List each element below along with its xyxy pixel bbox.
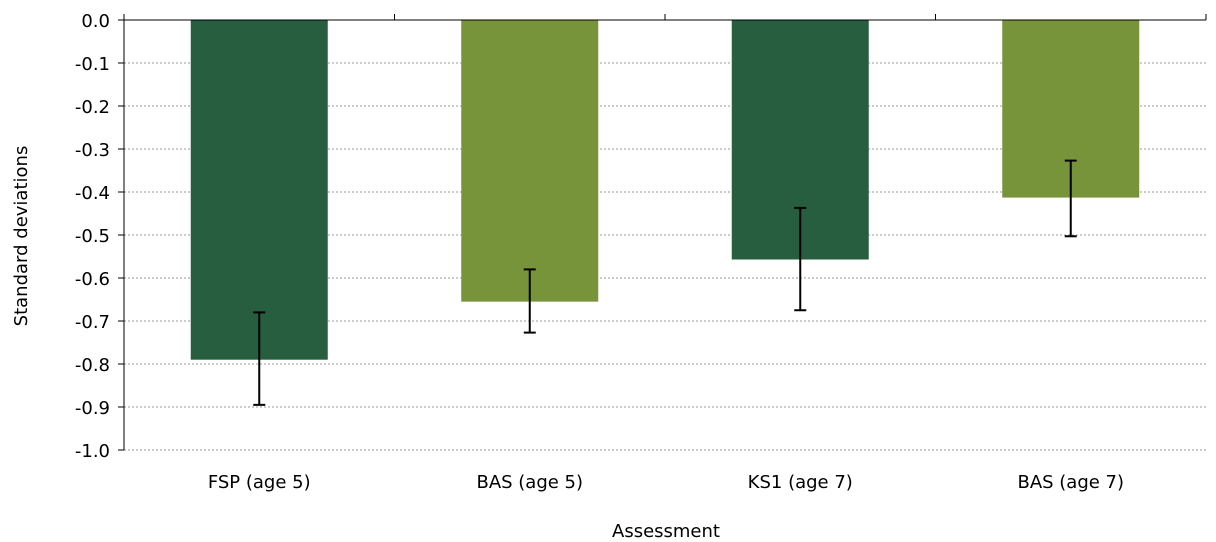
y-tick-labels: 0.0 -0.1 -0.2 -0.3 -0.4 -0.5 -0.6 -0.7 -0.8 -0.9 -… [75, 11, 110, 462]
y-tick-label: -0.1 [75, 54, 110, 75]
y-tick-label: -0.2 [75, 97, 110, 118]
x-tick-label: KS1 (age 7) [748, 472, 853, 493]
y-tick-label: -0.9 [75, 398, 110, 419]
y-tick-label: -1.0 [75, 441, 110, 462]
x-tick-label: BAS (age 5) [476, 472, 583, 493]
y-tick-label: -0.7 [75, 312, 110, 333]
x-tick-label: BAS (age 7) [1017, 472, 1124, 493]
y-tick-label: -0.4 [75, 183, 110, 204]
bar [461, 20, 599, 302]
x-tick-label: FSP (age 5) [208, 472, 311, 493]
y-tick-label: -0.5 [75, 226, 110, 247]
y-tick-label: 0.0 [81, 11, 110, 32]
y-tick-label: -0.3 [75, 140, 110, 161]
y-axis-title: Standard deviations [11, 146, 32, 327]
bars [190, 20, 1140, 360]
x-tick-labels: FSP (age 5) BAS (age 5) KS1 (age 7) BAS (ag… [208, 472, 1124, 493]
bar [190, 20, 328, 360]
y-tick-label: -0.6 [75, 269, 110, 290]
error-bars [253, 159, 1077, 406]
x-axis-title: Assessment [612, 521, 720, 542]
y-tick-label: -0.8 [75, 355, 110, 376]
axes [118, 14, 1207, 451]
